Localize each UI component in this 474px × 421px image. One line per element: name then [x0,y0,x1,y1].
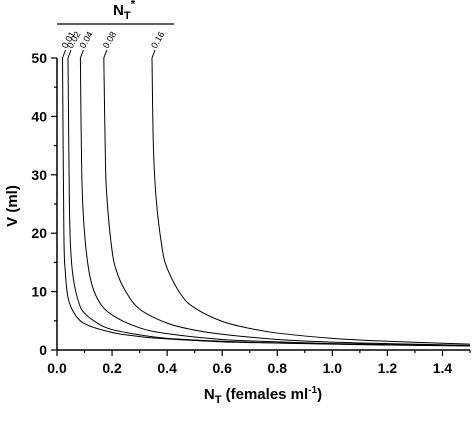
x-tick-label: 0.6 [212,360,232,376]
legend-leader [103,49,108,59]
x-axis-ticks: 0.0 0.2 0.4 0.6 0.8 1.0 1.2 1.4 [47,350,471,376]
x-tick-label: 1.2 [378,360,398,376]
series-line-0.16 [151,57,471,345]
series-curves [62,57,471,347]
y-tick-label: 10 [31,284,47,300]
legend-leader [67,49,72,59]
x-tick-label: 1.0 [323,360,343,376]
series-line-0.01 [62,57,471,347]
x-tick-label: 0.8 [268,360,288,376]
legend-leader [151,49,156,59]
legend-label-0.08: 0.08 [101,30,118,50]
legend-leader [62,49,66,59]
y-tick-label: 40 [31,108,47,124]
legend-title: NT* [113,0,136,22]
y-tick-label: 30 [31,167,47,183]
x-tick-label: 0.2 [102,360,122,376]
series-line-0.04 [79,57,471,347]
y-tick-label: 0 [39,342,47,358]
y-axis-title: V (ml) [4,185,21,227]
legend-label-0.16: 0.16 [149,30,166,50]
legend: NT* 0.010.020.04 0.08 0.16 [57,0,174,59]
y-axis-ticks: 0 10 20 30 40 50 [31,50,57,358]
series-line-0.08 [103,57,471,346]
legend-labels: 0.010.020.04 0.08 0.16 [60,30,166,59]
x-axis-title: NT (females ml-1) [204,385,322,406]
x-tick-label: 0.4 [157,360,177,376]
legend-leader [79,49,84,59]
y-tick-label: 50 [31,50,47,66]
x-tick-label: 0.0 [47,360,67,376]
series-line-0.02 [67,57,471,347]
legend-label-0.04: 0.04 [77,30,94,50]
plot-area: 0.0 0.2 0.4 0.6 0.8 1.0 1.2 1.4 0 10 20 30 40 50 [31,50,471,376]
x-tick-label: 1.4 [433,360,453,376]
y-tick-label: 20 [31,225,47,241]
